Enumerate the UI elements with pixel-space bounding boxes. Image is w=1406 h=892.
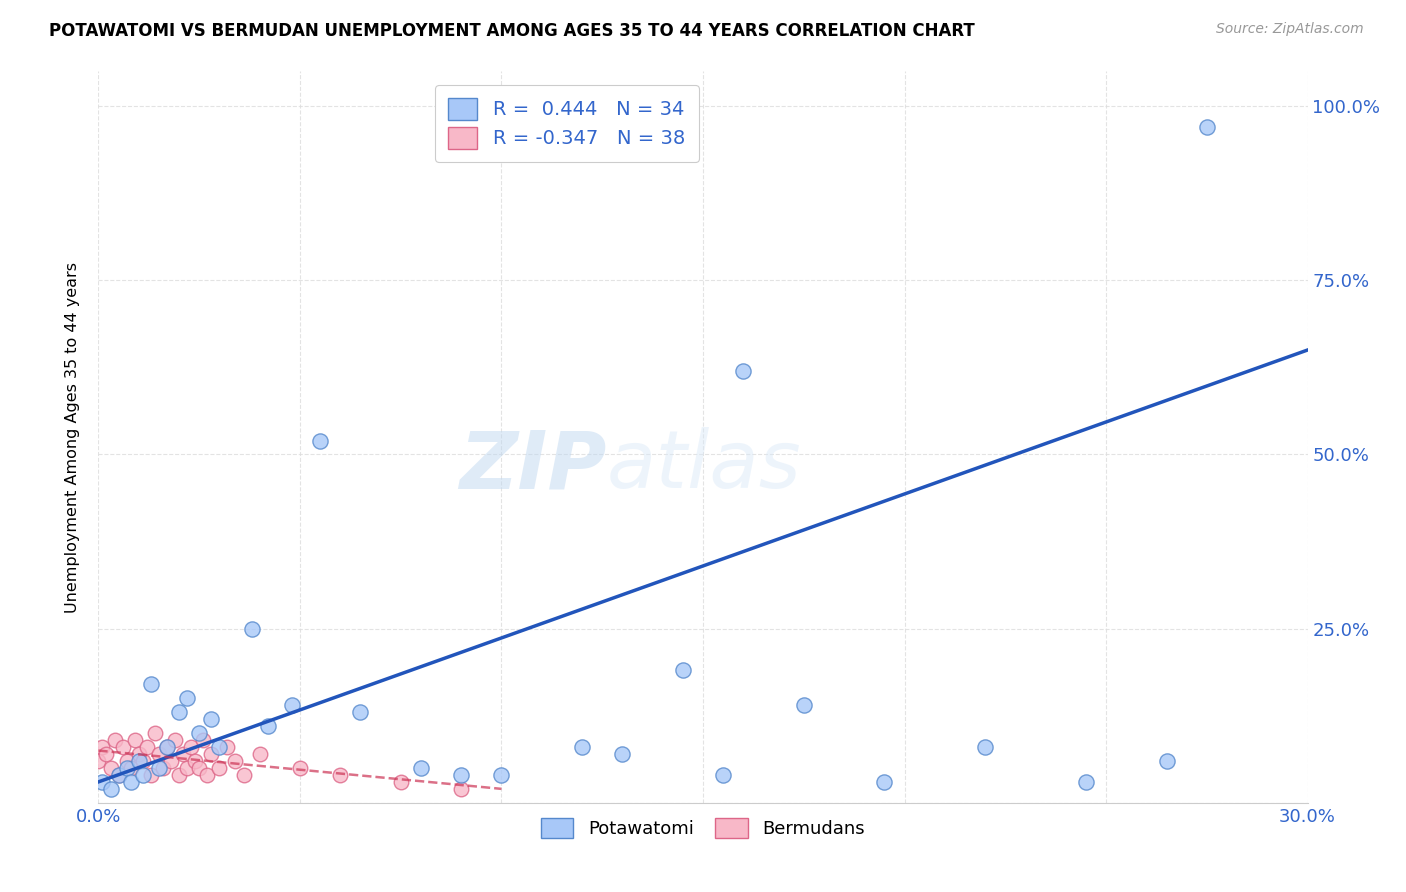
Point [156,740,179,755]
Point [1156,754,1178,768]
Point [148,761,170,775]
Text: atlas: atlas [606,427,801,506]
Point [193,733,215,747]
Point [329,768,352,782]
Text: POTAWATOMI VS BERMUDAN UNEMPLOYMENT AMONG AGES 35 TO 44 YEARS CORRELATION CHART: POTAWATOMI VS BERMUDAN UNEMPLOYMENT AMON… [49,22,974,40]
Y-axis label: Unemployment Among Ages 35 to 44 years: Unemployment Among Ages 35 to 44 years [65,261,80,613]
Text: Source: ZipAtlas.com: Source: ZipAtlas.com [1216,22,1364,37]
Point [711,768,734,782]
Point [309,434,332,448]
Point [167,705,190,719]
Point [139,677,162,691]
Point [195,768,218,782]
Point [1195,120,1218,134]
Point [208,761,231,775]
Point [111,740,134,755]
Point [612,747,634,761]
Point [240,622,263,636]
Point [135,740,157,755]
Point [156,740,179,755]
Point [200,712,222,726]
Point [91,740,114,755]
Point [128,754,150,768]
Point [1074,775,1097,789]
Point [124,733,146,747]
Point [167,768,190,782]
Point [107,768,129,782]
Point [176,761,198,775]
Point [288,761,311,775]
Point [172,747,194,761]
Point [160,754,183,768]
Point [281,698,304,713]
Point [873,775,896,789]
Point [409,761,432,775]
Point [115,754,138,768]
Point [188,726,211,740]
Point [100,761,122,775]
Point [224,754,246,768]
Point [672,664,695,678]
Point [120,761,142,775]
Legend: Potawatomi, Bermudans: Potawatomi, Bermudans [534,811,872,845]
Point [793,698,815,713]
Point [974,740,997,755]
Point [180,740,202,755]
Point [120,775,142,789]
Text: ZIP: ZIP [458,427,606,506]
Point [249,747,271,761]
Point [115,761,138,775]
Point [188,761,211,775]
Point [232,768,254,782]
Point [571,740,593,755]
Point [733,364,755,378]
Point [491,768,513,782]
Point [107,768,129,782]
Point [450,781,472,796]
Point [132,768,155,782]
Point [349,705,371,719]
Point [450,768,472,782]
Point [96,747,118,761]
Point [217,740,239,755]
Point [148,747,170,761]
Point [100,781,122,796]
Point [184,754,207,768]
Point [87,754,110,768]
Point [139,768,162,782]
Point [208,740,231,755]
Point [256,719,278,733]
Point [389,775,412,789]
Point [200,747,222,761]
Point [176,691,198,706]
Point [163,733,186,747]
Point [128,747,150,761]
Point [143,726,166,740]
Point [132,754,155,768]
Point [103,733,125,747]
Point [152,761,174,775]
Point [91,775,114,789]
